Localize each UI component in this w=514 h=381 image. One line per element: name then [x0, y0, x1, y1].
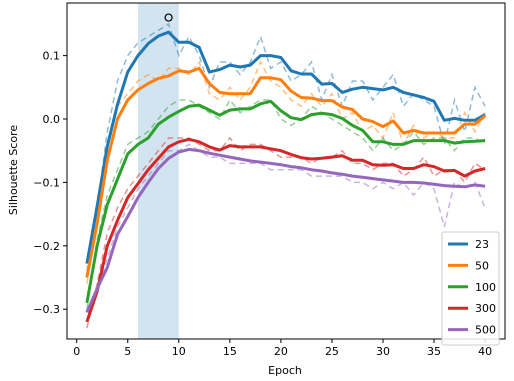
x-tick-label: 5: [124, 345, 131, 358]
raw-line-100: [86, 98, 486, 310]
smoothed-line-50: [85, 66, 487, 278]
x-tick-label: 20: [274, 345, 288, 358]
legend-box: [441, 231, 500, 346]
y-tick-label: 0.0: [43, 113, 61, 126]
legend-label-500: 500: [475, 324, 496, 337]
raw-line-500: [86, 143, 486, 323]
smoothed-line-500: [85, 147, 486, 313]
x-tick-label: 10: [172, 345, 186, 358]
legend-label-23: 23: [475, 238, 489, 251]
plot-area: [85, 22, 487, 329]
y-tick-label: −0.3: [33, 303, 60, 316]
smoothed-line-300: [85, 137, 486, 323]
smoothed-line-100: [85, 99, 486, 304]
y-axis-label: Silhouette Score: [7, 125, 20, 215]
x-tick-label: 15: [223, 345, 237, 358]
legend-label-50: 50: [475, 259, 489, 272]
axes-frame: [66, 2, 506, 340]
x-tick-label: 30: [376, 345, 390, 358]
x-tick-label: 35: [427, 345, 441, 358]
x-tick-label: 0: [73, 345, 80, 358]
best-epoch-marker: [164, 13, 173, 22]
y-tick-label: −0.1: [33, 176, 60, 189]
smoothed-line-23: [85, 30, 486, 264]
legend-label-300: 300: [475, 302, 496, 315]
legend: 23 50 100 300 500: [441, 231, 500, 346]
x-tick-label: 25: [325, 345, 339, 358]
legend-label-100: 100: [475, 281, 496, 294]
x-axis-label: Epoch: [268, 364, 302, 377]
y-tick-label: 0.1: [43, 50, 61, 63]
x-tick-label: 40: [478, 345, 492, 358]
y-tick-label: −0.2: [33, 240, 60, 253]
